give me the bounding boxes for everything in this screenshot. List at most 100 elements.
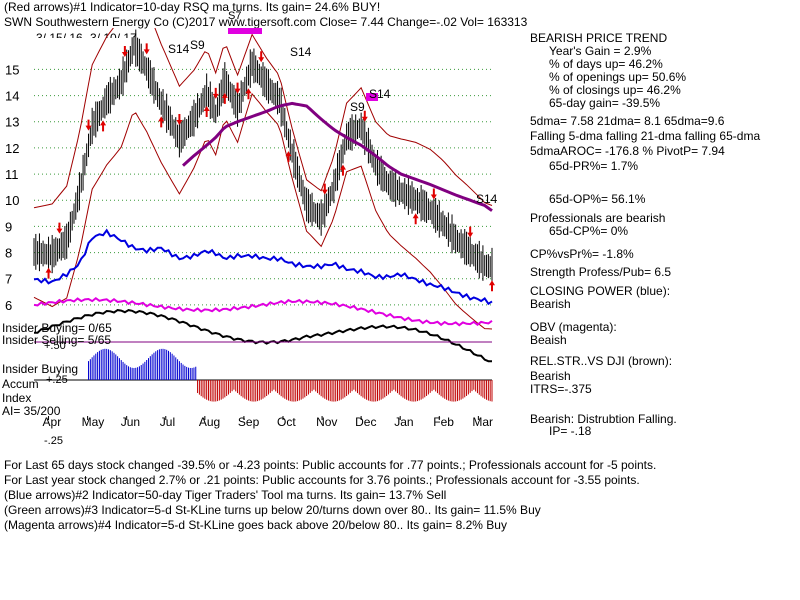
magenta-signal-block <box>228 28 262 34</box>
footer-year: For Last year stock changed 2.7% or .21 … <box>4 473 640 487</box>
relative-strength-line <box>34 309 493 363</box>
month-label: Aug <box>199 415 220 429</box>
dma-values: 5dma= 7.58 21dma= 8.1 65dma=9.6 <box>530 114 725 128</box>
insider-buying-count: Insider Buying= 0/65 <box>2 321 112 335</box>
closing-power-value: Bearish <box>530 297 571 311</box>
falling-dmas: Falling 5-dma falling 21-dma falling 65-… <box>530 129 761 143</box>
red-up-arrow <box>100 120 107 132</box>
red-down-arrow <box>212 87 219 99</box>
signal-s14-feb: S14 <box>476 192 498 206</box>
openings-up: % of openings up= 50.6% <box>549 70 687 84</box>
red-down-arrow <box>258 51 265 63</box>
index-label: Index <box>2 391 32 405</box>
month-label: Dec <box>355 415 376 429</box>
stock-header: SWN Southwestern Energy Co (C)2017 www.t… <box>4 15 528 29</box>
accum-label: Accum <box>2 377 39 391</box>
red-down-arrow <box>56 222 63 234</box>
closing-power-label: CLOSING POWER (blue): <box>530 284 671 298</box>
distribution: Bearish: Distrubtion Falling. <box>530 412 677 426</box>
month-label: Oct <box>277 415 296 429</box>
month-label: Mar <box>472 415 493 429</box>
indicator1-title: (Red arrows)#1 Indicator=10-day RSQ ma t… <box>4 0 381 14</box>
closing-power-line <box>33 228 493 306</box>
red-down-arrow <box>467 226 474 238</box>
footer-magenta-arrows: (Magenta arrows)#4 Indicator=5-d St-KLin… <box>4 518 507 532</box>
pros-bearish: Professionals are bearish <box>530 211 666 225</box>
aroc: 5dmaAROC= -176.8 % PivotP= 7.94 <box>530 144 725 158</box>
red-up-arrow <box>45 267 52 279</box>
magenta-signal-block <box>366 93 378 101</box>
month-label: Jun <box>121 415 140 429</box>
trend-title: BEARISH PRICE TREND <box>530 31 668 45</box>
footer-65day: For Last 65 days stock changed -39.5% or… <box>4 458 657 472</box>
red-down-arrow <box>234 82 241 94</box>
signal-s14-jun: S14 <box>168 42 190 56</box>
obv-line <box>33 296 493 327</box>
month-label: Nov <box>316 415 337 429</box>
gain-65: 65-day gain= -39.5% <box>549 96 661 110</box>
red-down-arrow <box>430 188 437 200</box>
red-down-arrow <box>361 110 368 122</box>
month-label: Jul <box>160 415 175 429</box>
cp-vs-pr: CP%vsPr%= -1.8% <box>530 247 634 261</box>
y-tick-label: 9 <box>5 219 12 234</box>
insider-buying-label: Insider Buying <box>2 362 79 376</box>
x-month-labels: Apr May Jun Jul Aug Sep Oct Nov Dec Jan Feb Mar <box>43 415 494 429</box>
signal-s9-jun: S9 <box>190 38 205 52</box>
red-up-arrow <box>489 280 495 292</box>
scale-plus25: +.25 <box>46 374 68 386</box>
y-tick-label: 6 <box>5 298 12 313</box>
ai-value: AI= 35/200 <box>2 404 61 418</box>
y-tick-label: 8 <box>5 246 12 261</box>
obv-value: Beaish <box>530 333 567 347</box>
signal-s7: S7 <box>228 10 242 22</box>
accumulation-bars <box>34 348 493 402</box>
red-up-arrow <box>285 151 292 163</box>
y-tick-label: 15 <box>5 62 19 77</box>
red-down-arrow <box>176 114 183 126</box>
red-down-arrow <box>85 119 92 131</box>
relstr-value: Bearish <box>530 369 571 383</box>
footer-blue-arrows: (Blue arrows)#2 Indicator=50-day Tiger T… <box>4 488 447 502</box>
red-up-arrow <box>221 92 228 104</box>
ip-value: IP= -.18 <box>549 424 592 438</box>
days-up: % of days up= 46.2% <box>549 57 663 71</box>
ma65-line <box>182 101 493 212</box>
y-tick-label: 11 <box>5 167 19 182</box>
pr-pct: 65d-PR%= 1.7% <box>549 159 639 173</box>
y-tick-label: 13 <box>5 115 19 130</box>
series-group <box>33 29 493 363</box>
price-chart: 6 7 8 9 10 11 12 13 14 15 Apr May Jun Jul Aug Sep Oct No… <box>5 28 500 443</box>
month-label: May <box>82 415 105 429</box>
signal-s14-nov: S14 <box>369 87 391 101</box>
red-up-arrow <box>245 88 252 100</box>
red-down-arrow <box>321 183 328 195</box>
relstr-label: REL.STR..VS DJI (brown): <box>530 354 673 368</box>
month-label: Jan <box>394 415 413 429</box>
signal-arrows <box>45 28 495 292</box>
closings-up: % of closings up= 46.2% <box>549 83 681 97</box>
years-gain: Year's Gain = 2.9% <box>549 44 652 58</box>
obv-label: OBV (magenta): <box>530 320 617 334</box>
signal-s14-sep: S14 <box>290 45 312 59</box>
scale-plus50: +.50 <box>44 340 66 352</box>
footer-green-arrows: (Green arrows)#3 Indicator=5-d St-KLine … <box>4 503 541 517</box>
bollinger-bands <box>33 28 493 330</box>
y-tick-label: 12 <box>5 141 19 156</box>
month-label: Apr <box>43 415 62 429</box>
y-tick-label: 7 <box>5 272 12 287</box>
red-up-arrow <box>158 116 165 128</box>
upper-band <box>33 28 493 209</box>
strength: Strength Profess/Pub= 6.5 <box>530 265 672 279</box>
insider-selling-count: Insider Selling= 5/65 <box>2 333 112 347</box>
red-up-arrow <box>412 213 419 225</box>
red-down-arrow <box>143 43 150 55</box>
lower-band <box>33 92 493 330</box>
red-up-arrow <box>203 105 210 117</box>
red-up-arrow <box>339 164 346 176</box>
op-pct: 65d-OP%= 56.1% <box>549 192 646 206</box>
month-label: Feb <box>433 415 454 429</box>
cp-pct: 65d-CP%= 0% <box>549 224 629 238</box>
scale-minus25: -.25 <box>44 435 63 447</box>
y-tick-label: 14 <box>5 89 19 104</box>
